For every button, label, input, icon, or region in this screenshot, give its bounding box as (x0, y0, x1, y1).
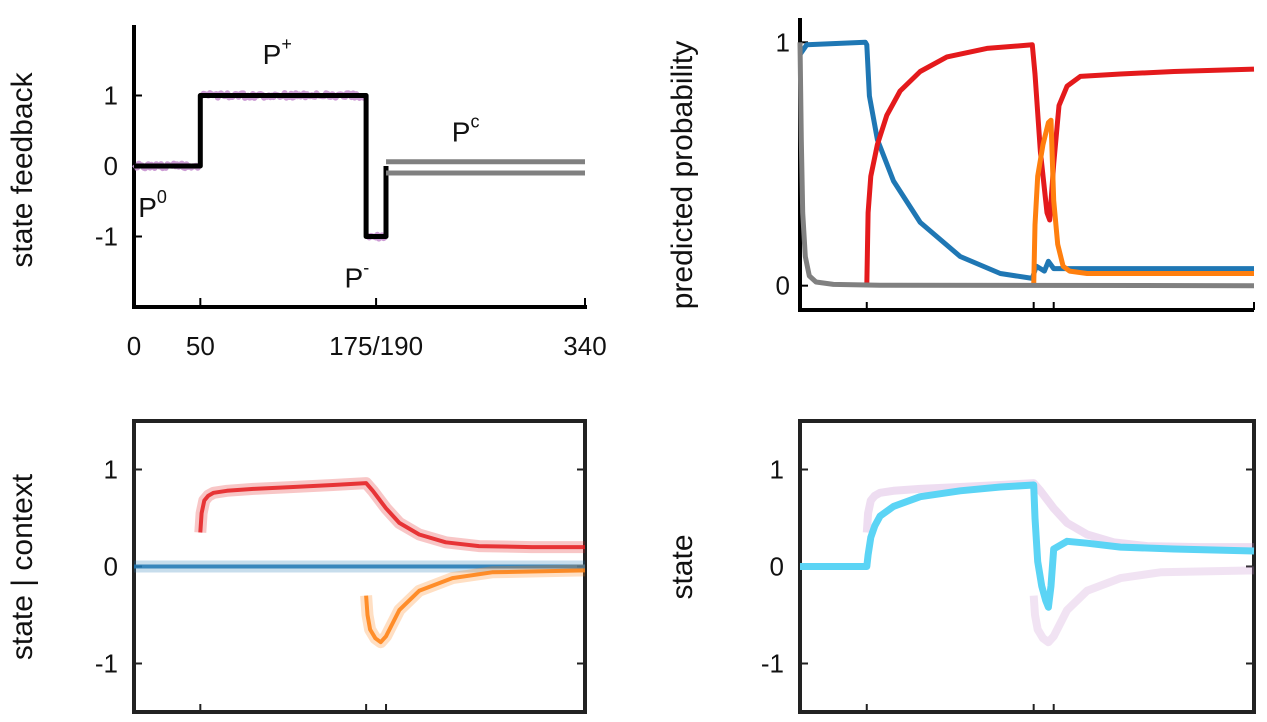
context-weighted-orange-trace (1029, 566, 1255, 647)
state-panel: 1 0 -1 state (666, 419, 1256, 714)
context-3-state-line (364, 568, 586, 645)
phase-label-name: P (452, 116, 471, 147)
y-tick-label: -1 (95, 649, 118, 679)
y-tick-label: 0 (104, 552, 118, 582)
context-2-probability-line (864, 42, 1255, 286)
context-3-state-line-halo (360, 564, 586, 649)
x-tick-label: 50 (186, 331, 215, 361)
y-axis-label: predicted probability (666, 41, 699, 310)
x-tick-label: 0 (127, 331, 141, 361)
phase-label-superscript: + (281, 34, 292, 54)
phase-label-name: P (263, 39, 282, 70)
y-tick-label: 1 (104, 455, 118, 485)
y-axis-label: state feedback (6, 71, 39, 267)
context-3-probability-line (1031, 117, 1254, 286)
y-tick-label: 1 (776, 27, 790, 57)
phase-label: P+ (263, 34, 292, 70)
y-tick-label: 0 (776, 271, 790, 301)
phase-label: P0 (138, 187, 167, 223)
phase-label: P- (345, 257, 370, 293)
x-tick-label: 340 (563, 331, 606, 361)
context-1-probability-line (797, 39, 1254, 281)
state-given-context-panel: 1 0 -1 state | context (6, 419, 587, 714)
x-tick-label: 175/190 (329, 331, 423, 361)
phase-label-name: P (138, 192, 157, 223)
context-1-state-line (198, 481, 585, 550)
novel-context-probability-line (797, 42, 1255, 289)
predicted-probability-panel: 1 0 predicted probability (666, 18, 1255, 312)
y-axis-label: state | context (6, 473, 39, 660)
y-tick-label: -1 (95, 222, 118, 252)
y-tick-label: -1 (761, 649, 784, 679)
y-axis-label: state (666, 534, 699, 599)
y-tick-label: 1 (104, 81, 118, 111)
feedback-step-line (134, 93, 389, 239)
phase-label-name: P (345, 262, 364, 293)
y-tick-label: 0 (770, 552, 784, 582)
phase-label-superscript: - (363, 257, 369, 277)
estimated-state-line (800, 481, 1255, 611)
phase-label-superscript: c (470, 111, 479, 131)
phase-label-superscript: 0 (157, 187, 167, 207)
y-tick-label: 0 (104, 151, 118, 181)
phase-label: Pc (452, 111, 480, 147)
y-tick-label: 1 (770, 455, 784, 485)
